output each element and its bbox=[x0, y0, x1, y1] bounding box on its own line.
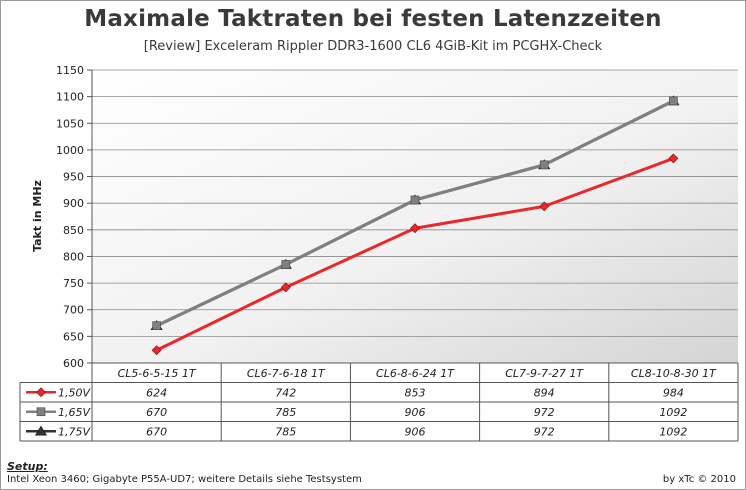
category-label: CL6-8-6-24 1T bbox=[376, 367, 455, 380]
table-cell: 670 bbox=[146, 425, 167, 438]
data-point bbox=[668, 153, 679, 164]
y-tick-label: 950 bbox=[63, 171, 84, 184]
table-cell: 742 bbox=[275, 386, 296, 399]
chart-subtitle: [Review] Exceleram Rippler DDR3-1600 CL6… bbox=[143, 39, 603, 54]
data-point bbox=[151, 345, 162, 356]
data-point bbox=[539, 160, 549, 170]
table-cell: 972 bbox=[534, 425, 555, 438]
table-cell: 853 bbox=[405, 386, 426, 399]
y-tick-label: 600 bbox=[63, 357, 84, 370]
y-tick-label: 750 bbox=[63, 277, 84, 290]
legend-label: 1,75V bbox=[58, 425, 91, 438]
table-cell: 624 bbox=[146, 386, 167, 399]
data-point bbox=[410, 223, 420, 234]
y-tick-label: 650 bbox=[63, 330, 84, 343]
data-point bbox=[539, 201, 550, 212]
category-label: CL6-7-6-18 1T bbox=[247, 367, 326, 380]
y-axis-label: Takt in MHz bbox=[31, 180, 44, 252]
data-point bbox=[280, 282, 291, 293]
table-cell: 1092 bbox=[659, 425, 687, 438]
table-cell: 906 bbox=[405, 406, 426, 419]
data-point bbox=[152, 321, 161, 331]
table-cell: 906 bbox=[405, 425, 426, 438]
y-tick-label: 1100 bbox=[56, 91, 84, 104]
y-tick-label: 1050 bbox=[56, 117, 84, 130]
data-point bbox=[281, 260, 291, 269]
y-tick-label: 800 bbox=[63, 250, 84, 263]
legend-marker bbox=[34, 425, 48, 436]
table-cell: 670 bbox=[146, 406, 167, 419]
category-label: CL8-10-8-30 1T bbox=[631, 367, 717, 380]
plot-area bbox=[92, 70, 738, 363]
y-tick-label: 900 bbox=[63, 197, 84, 210]
chart-title: Maximale Taktraten bei festen Latenzzeit… bbox=[84, 6, 662, 32]
table-cell: 785 bbox=[275, 406, 296, 419]
table-cell: 972 bbox=[534, 406, 555, 419]
data-point bbox=[669, 96, 678, 106]
category-label: CL5-6-5-15 1T bbox=[118, 367, 197, 380]
legend-marker bbox=[36, 407, 46, 417]
y-tick-label: 1150 bbox=[56, 64, 84, 77]
y-tick-label: 1000 bbox=[56, 144, 84, 157]
y-tick-label: 700 bbox=[63, 304, 84, 317]
table-cell: 785 bbox=[275, 425, 296, 438]
legend-label: 1,50V bbox=[58, 386, 91, 399]
setup-text: Intel Xeon 3460; Gigabyte P55A-UD7; weit… bbox=[7, 474, 362, 485]
legend-label: 1,65V bbox=[58, 406, 91, 419]
data-point bbox=[410, 195, 420, 205]
category-label: CL7-9-7-27 1T bbox=[505, 367, 584, 380]
table-cell: 894 bbox=[534, 386, 555, 399]
table-cell: 1092 bbox=[659, 406, 687, 419]
y-tick-label: 850 bbox=[63, 224, 84, 237]
legend-marker bbox=[36, 387, 46, 398]
table-cell: 984 bbox=[663, 386, 684, 399]
setup-label: Setup: bbox=[7, 460, 48, 473]
credit-text: by xTc © 2010 bbox=[662, 474, 736, 485]
